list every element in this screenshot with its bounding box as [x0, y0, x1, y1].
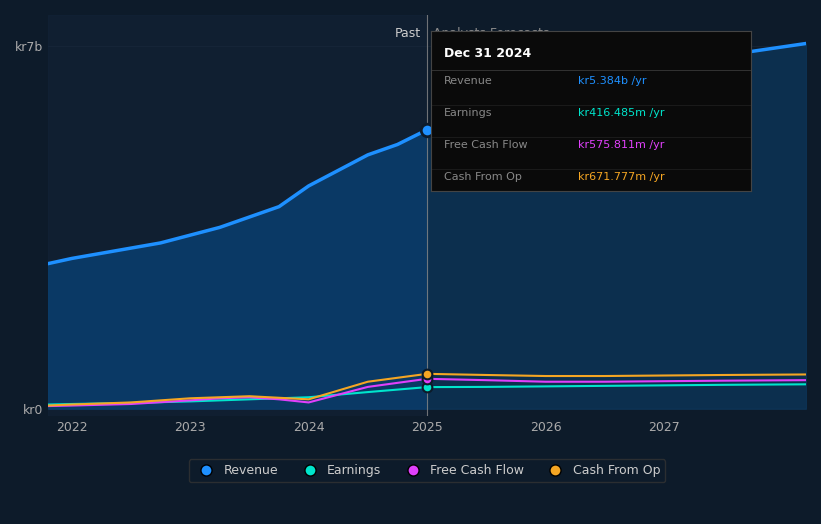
Text: kr575.811m /yr: kr575.811m /yr	[578, 140, 665, 150]
Text: Earnings: Earnings	[444, 108, 493, 118]
Text: Analysts Forecasts: Analysts Forecasts	[433, 27, 549, 40]
Text: kr5.384b /yr: kr5.384b /yr	[578, 76, 647, 86]
Legend: Revenue, Earnings, Free Cash Flow, Cash From Op: Revenue, Earnings, Free Cash Flow, Cash …	[189, 460, 665, 483]
Bar	[48, 15, 427, 417]
Text: Past: Past	[395, 27, 421, 40]
Text: Dec 31 2024: Dec 31 2024	[444, 48, 531, 60]
Text: kr671.777m /yr: kr671.777m /yr	[578, 172, 665, 182]
Text: Cash From Op: Cash From Op	[444, 172, 521, 182]
Text: kr416.485m /yr: kr416.485m /yr	[578, 108, 665, 118]
Text: Free Cash Flow: Free Cash Flow	[444, 140, 527, 150]
Text: Revenue: Revenue	[444, 76, 493, 86]
